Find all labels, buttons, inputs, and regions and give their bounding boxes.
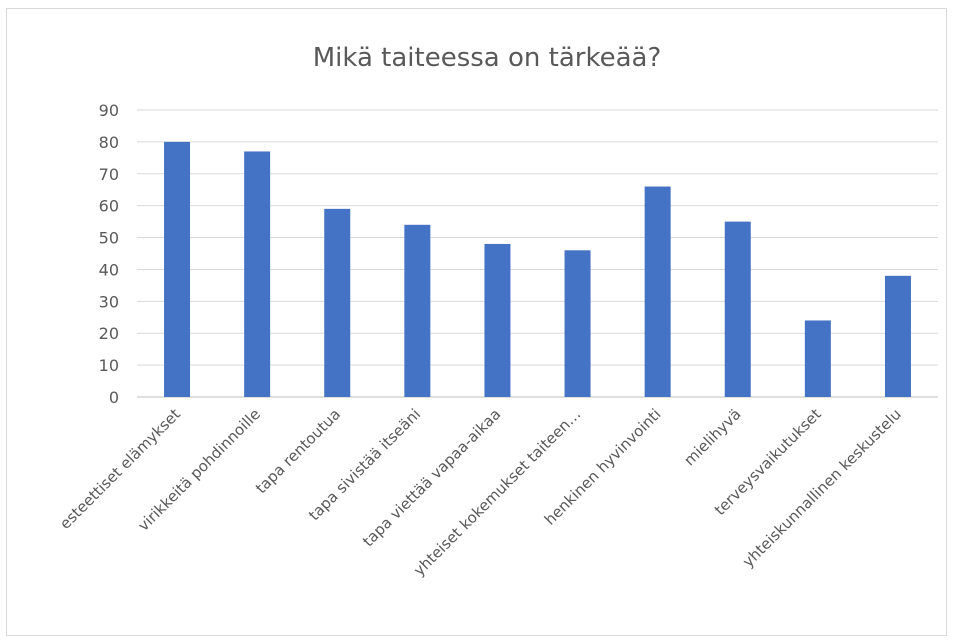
- bar: [164, 141, 191, 397]
- bar: [484, 243, 511, 397]
- bar: [804, 320, 831, 397]
- bar: [724, 221, 751, 397]
- x-category-label: yhteiskunnallinen keskustelu: [739, 405, 905, 571]
- y-tick-label: 30: [99, 292, 119, 311]
- bars: [164, 141, 911, 397]
- bar: [404, 224, 431, 397]
- bar-chart: Mikä taiteessa on tärkeää? 0 10 20 30 40 50 60…: [56, 43, 938, 580]
- y-tick-label: 0: [109, 388, 119, 407]
- y-tick-label: 90: [99, 101, 119, 120]
- y-tick-label: 50: [99, 229, 119, 248]
- bar: [324, 208, 351, 397]
- chart-title: Mikä taiteessa on tärkeää?: [313, 43, 662, 73]
- bar: [644, 186, 671, 397]
- y-tick-label: 20: [99, 324, 119, 343]
- y-tick-label: 40: [99, 260, 119, 279]
- y-axis-ticks: 0 10 20 30 40 50 60 70 80 90: [99, 101, 119, 407]
- y-tick-label: 60: [99, 197, 119, 216]
- y-tick-label: 70: [99, 165, 119, 184]
- chart-area: Mikä taiteessa on tärkeää? 0 10 20 30 40 50 60…: [6, 8, 947, 636]
- bar: [244, 151, 271, 397]
- bar: [884, 275, 911, 397]
- x-category-label: tapa viettää vapaa-aikaa: [359, 405, 504, 550]
- y-tick-label: 10: [99, 356, 119, 375]
- gridlines: [137, 109, 938, 398]
- y-tick-label: 80: [99, 133, 119, 152]
- x-category-label: mielihyvä: [680, 405, 744, 469]
- x-category-label: yhteiset kokemukset taiteen…: [410, 405, 584, 579]
- x-category-label: tapa rentoutua: [252, 405, 344, 497]
- bar: [564, 250, 591, 397]
